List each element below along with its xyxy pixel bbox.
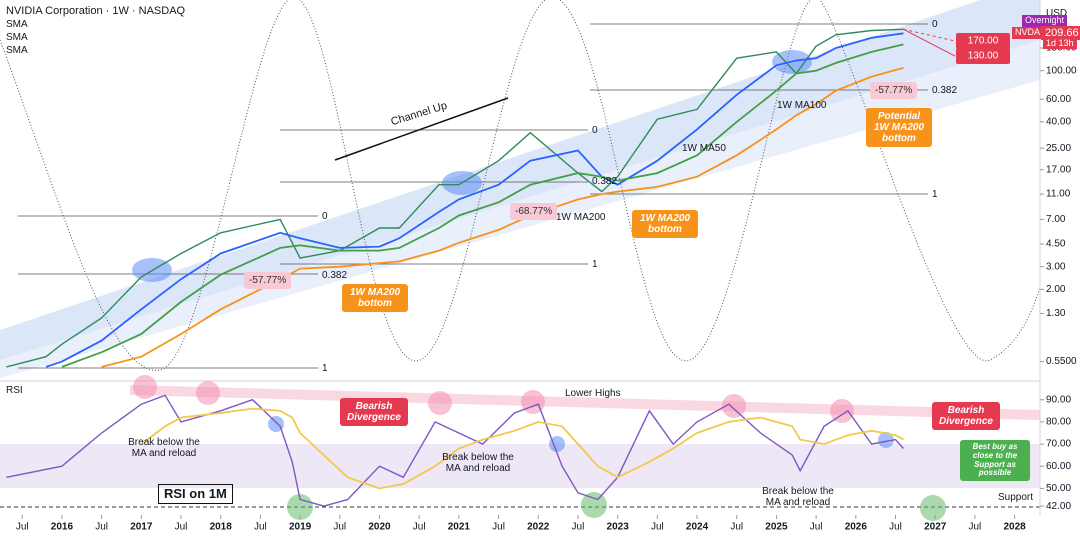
fib-label: 0 xyxy=(932,19,938,30)
y-tick-label: 25.00 xyxy=(1046,143,1071,154)
target-box xyxy=(956,48,1010,65)
cycle-curve xyxy=(0,0,1041,371)
x-tick-label: Jul xyxy=(333,522,346,533)
y-tick-label: 0.5500 xyxy=(1046,356,1077,367)
session-badge: Overnight xyxy=(1022,15,1068,27)
symbol-badge: NVDA xyxy=(1012,27,1044,39)
y-tick-label: 7.00 xyxy=(1046,214,1066,225)
x-tick-label: 2016 xyxy=(51,522,74,533)
annotation: 1W MA200 xyxy=(556,212,606,223)
y-tick-label: 42.00 xyxy=(1046,501,1071,512)
x-tick-label: 2025 xyxy=(765,522,788,533)
series-line xyxy=(61,43,904,368)
y-tick-label: 100.00 xyxy=(1046,65,1077,76)
annotation: 0.382 xyxy=(932,85,958,96)
y-tick-label: 50.00 xyxy=(1046,483,1071,494)
x-tick-label: Jul xyxy=(730,522,743,533)
annotation: 1W MA50 xyxy=(682,143,726,154)
x-tick-label: 2027 xyxy=(924,522,947,533)
x-tick-label: 2028 xyxy=(1003,522,1026,533)
y-tick-label: 4.50 xyxy=(1046,239,1066,250)
x-tick-label: 2018 xyxy=(210,522,233,533)
annotation: -57.77% xyxy=(870,82,918,99)
x-tick-label: Jul xyxy=(175,522,188,533)
series-line xyxy=(140,407,904,490)
annotation: 1W MA100 xyxy=(777,100,827,111)
fib-label: 0 xyxy=(322,211,328,222)
legend-entry: SMA xyxy=(6,19,28,30)
annotation: Potential 1W MA200 bottom xyxy=(866,108,932,147)
x-tick-label: Jul xyxy=(95,522,108,533)
annotation: 0.382 xyxy=(322,270,348,281)
legend-entry: SMA xyxy=(6,32,28,43)
fib-label: 0 xyxy=(592,125,598,136)
currency: USD xyxy=(1046,8,1068,19)
y-tick-label: 2.00 xyxy=(1046,284,1066,295)
x-tick-label: 2024 xyxy=(686,522,709,533)
x-tick-label: Jul xyxy=(651,522,664,533)
annotation: Break below the MA and reload xyxy=(128,437,200,459)
annotation: -57.77% xyxy=(244,272,292,289)
x-tick-label: 2022 xyxy=(527,522,550,533)
y-tick-label: 70.00 xyxy=(1046,439,1071,450)
target-box xyxy=(956,33,1010,50)
x-tick-label: Jul xyxy=(969,522,982,533)
x-tick-label: Jul xyxy=(16,522,29,533)
annotation: RSI on 1M xyxy=(158,484,233,505)
annotation: Lower Highs xyxy=(565,388,621,399)
channel-arrow xyxy=(334,97,509,161)
annotation: -68.77% xyxy=(510,203,558,220)
rsi-label: RSI xyxy=(6,385,23,396)
x-tick-label: Jul xyxy=(889,522,902,533)
fib-label: 1 xyxy=(322,363,328,374)
chart-title: NVIDIA Corporation · 1W · NASDAQ xyxy=(6,5,186,17)
y-tick-label: 11.00 xyxy=(1046,189,1071,200)
annotation: Best buy as close to the Support as poss… xyxy=(960,440,1030,482)
countdown: 1d 13h xyxy=(1043,38,1077,49)
x-tick-label: 2017 xyxy=(130,522,153,533)
series-line xyxy=(6,394,905,507)
annotation: Bearish Divergence xyxy=(932,402,1000,430)
x-tick-label: Jul xyxy=(810,522,823,533)
annotation: Break below the MA and reload xyxy=(762,486,834,508)
annotation: 1W MA200 bottom xyxy=(632,210,698,238)
rsi-band xyxy=(0,444,1040,488)
fib-label: 1 xyxy=(932,189,938,200)
x-tick-label: 2019 xyxy=(289,522,312,533)
x-tick-label: 2023 xyxy=(607,522,630,533)
y-tick-label: 1.30 xyxy=(1046,308,1066,319)
x-tick-label: 2020 xyxy=(368,522,391,533)
series-line xyxy=(45,32,904,368)
legend-entry: SMA xyxy=(6,45,28,56)
y-tick-label: 80.00 xyxy=(1046,417,1071,428)
y-tick-label: 60.00 xyxy=(1046,461,1071,472)
target-line xyxy=(903,28,956,42)
target-line xyxy=(903,28,956,57)
annotation: Support xyxy=(998,492,1034,503)
target-label: 170.00 xyxy=(968,36,999,47)
y-tick-label: 60.00 xyxy=(1046,94,1071,105)
x-tick-label: Jul xyxy=(413,522,426,533)
y-tick-label: 40.00 xyxy=(1046,117,1071,128)
annotation: 0.382 xyxy=(592,176,618,187)
y-tick-label: 3.00 xyxy=(1046,261,1066,272)
fib-label: 1 xyxy=(592,259,598,270)
x-tick-label: Jul xyxy=(254,522,267,533)
lower-highs-band xyxy=(130,385,1040,420)
annotation: 1W MA200 bottom xyxy=(342,284,408,312)
y-tick-label: 90.00 xyxy=(1046,394,1071,405)
x-tick-label: Jul xyxy=(492,522,505,533)
annotation: Break below the MA and reload xyxy=(442,452,514,474)
target-label: 130.00 xyxy=(968,51,999,62)
y-tick-label: 17.00 xyxy=(1046,164,1071,175)
x-tick-label: Jul xyxy=(572,522,585,533)
x-tick-label: 2026 xyxy=(845,522,868,533)
x-tick-label: 2021 xyxy=(448,522,471,533)
annotation: Bearish Divergence xyxy=(340,398,408,426)
last-price: 209.66 xyxy=(1041,26,1080,41)
